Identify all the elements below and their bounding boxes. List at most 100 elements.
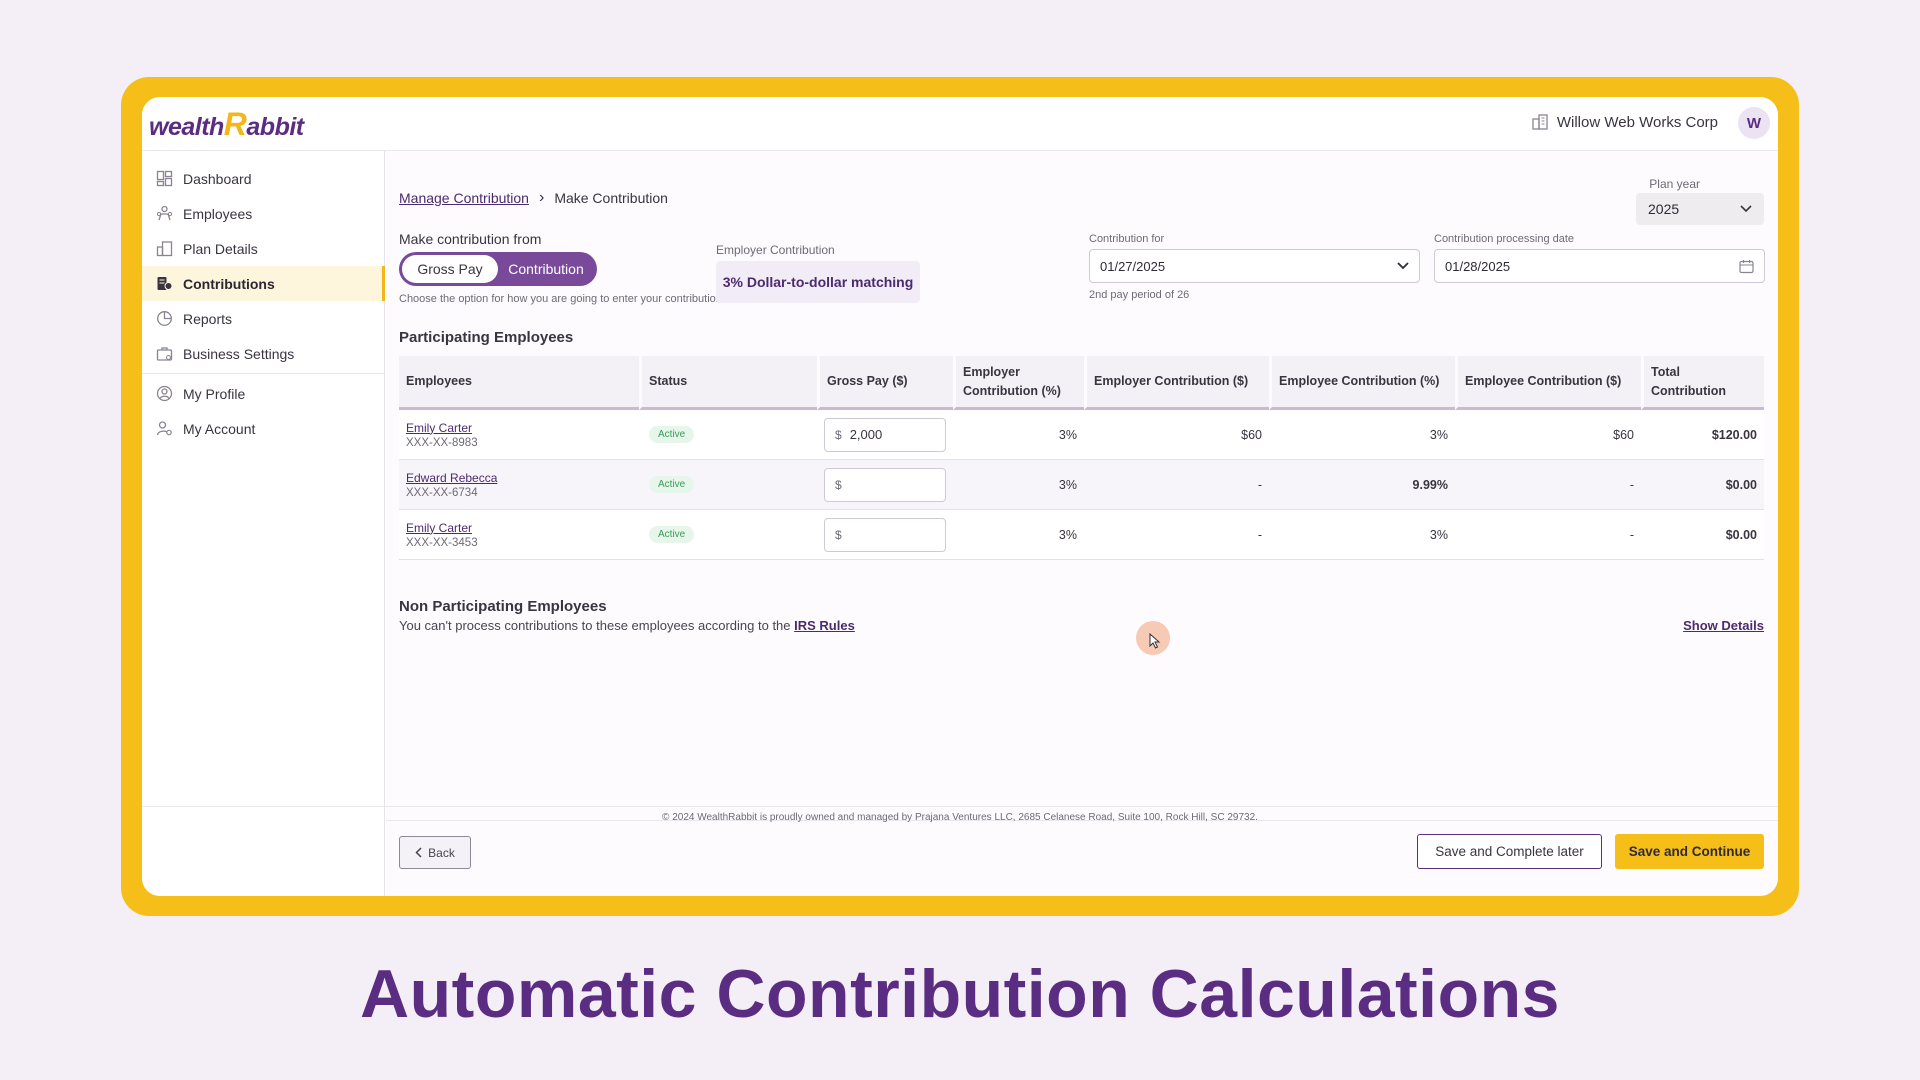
plan-year-select[interactable]: 2025 (1636, 193, 1764, 225)
total-contribution: $120.00 (1641, 410, 1764, 460)
chevron-down-icon (1397, 262, 1409, 270)
sidebar-item-dashboard[interactable]: Dashboard (142, 161, 384, 196)
status-badge: Active (649, 526, 695, 543)
action-bar-divider (386, 820, 1778, 821)
currency-symbol: $ (835, 477, 842, 492)
non-participating-text: You can't process contributions to these… (399, 618, 855, 633)
employee-pct: 3% (1269, 510, 1455, 560)
employee-name-link[interactable]: Emily Carter (406, 520, 473, 535)
sidebar-item-business-settings[interactable]: Business Settings (142, 336, 384, 371)
footer-divider (142, 806, 1778, 807)
company-selector[interactable]: Willow Web Works Corp (1531, 113, 1718, 131)
employer-amount: $60 (1084, 410, 1269, 460)
table-header-row: Employees Status Gross Pay ($) Employer … (399, 356, 1764, 410)
sidebar-item-reports[interactable]: Reports (142, 301, 384, 336)
headline-caption: Automatic Contribution Calculations (360, 956, 1560, 1032)
contribution-from-label: Make contribution from (399, 231, 542, 247)
employer-pct: 3% (953, 510, 1084, 560)
currency-symbol: $ (835, 427, 842, 442)
toggle-contribution[interactable]: Contribution (508, 261, 584, 277)
employee-pct: 9.99% (1269, 460, 1455, 510)
sidebar-item-my-account[interactable]: My Account (142, 411, 384, 446)
employer-contribution-value: 3% Dollar-to-dollar matching (716, 261, 920, 303)
show-details-link[interactable]: Show Details (1683, 618, 1764, 633)
chevron-right-icon: › (538, 189, 545, 206)
breadcrumb-current: Make Contribution (554, 190, 668, 206)
employer-amount: - (1084, 460, 1269, 510)
sidebar-item-label: Dashboard (183, 170, 252, 187)
sidebar-item-label: Plan Details (183, 240, 258, 257)
table-row: Emily Carter XXX-XX-3453 Active $ 3% - 3%… (399, 510, 1764, 560)
employee-name-link[interactable]: Edward Rebecca (406, 470, 498, 485)
sidebar-item-contributions[interactable]: Contributions (142, 266, 385, 301)
employee-name-link[interactable]: Emily Carter (406, 420, 473, 435)
business-settings-icon (156, 347, 173, 361)
breadcrumb-parent-link[interactable]: Manage Contribution (399, 190, 529, 206)
gross-pay-input[interactable]: $ (824, 517, 946, 552)
employee-pct: 3% (1269, 410, 1455, 460)
employee-ssn: XXX-XX-6734 (406, 486, 478, 499)
processing-date-input[interactable]: 01/28/2025 (1434, 249, 1765, 283)
sidebar-item-my-profile[interactable]: My Profile (142, 376, 384, 411)
employer-amount: - (1084, 510, 1269, 560)
column-header: Employer Contribution ($) (1084, 356, 1269, 410)
sidebar-item-plan-details[interactable]: Plan Details (142, 231, 384, 266)
contribution-source-toggle: Gross Pay Contribution (399, 252, 597, 286)
employer-contribution-label: Employer Contribution (716, 243, 835, 257)
copyright-text: © 2024 WealthRabbit is proudly owned and… (662, 812, 1258, 823)
employee-ssn: XXX-XX-8983 (406, 436, 478, 449)
app-window: wealthRabbit Willow Web Works Corp W Das… (142, 97, 1778, 896)
wealthrabbit-logo[interactable]: wealthRabbit (149, 106, 304, 142)
employee-amount: - (1455, 510, 1641, 560)
save-complete-later-button[interactable]: Save and Complete later (1417, 834, 1602, 869)
sidebar-item-label: My Account (183, 420, 256, 437)
column-header: Total Contribution (1641, 356, 1764, 410)
contribution-for-label: Contribution for (1089, 233, 1165, 245)
sidebar-item-label: My Profile (183, 385, 246, 402)
plan-details-icon (156, 241, 173, 257)
processing-date-value: 01/28/2025 (1445, 258, 1511, 274)
toggle-gross-pay[interactable]: Gross Pay (402, 255, 498, 283)
employer-pct: 3% (953, 460, 1084, 510)
back-label: Back (428, 845, 455, 860)
account-icon (156, 421, 172, 436)
save-continue-button[interactable]: Save and Continue (1615, 834, 1764, 869)
mouse-cursor (1136, 621, 1170, 655)
non-participating-title: Non Participating Employees (399, 598, 607, 615)
irs-rules-link[interactable]: IRS Rules (794, 618, 855, 633)
employee-amount: $60 (1455, 410, 1641, 460)
processing-date-label: Contribution processing date (1434, 233, 1575, 245)
sidebar-divider (142, 373, 384, 374)
column-header: Employee Contribution ($) (1455, 356, 1641, 410)
total-contribution: $0.00 (1641, 460, 1764, 510)
sidebar-item-label: Business Settings (183, 345, 295, 362)
status-badge: Active (649, 426, 695, 443)
main-content: Manage Contribution › Make Contribution … (386, 151, 1778, 896)
pay-period-hint: 2nd pay period of 26 (1089, 289, 1190, 301)
status-badge: Active (649, 476, 695, 493)
column-header: Gross Pay ($) (817, 356, 953, 410)
sidebar-item-employees[interactable]: Employees (142, 196, 384, 231)
gross-pay-input[interactable]: $2,000 (824, 417, 946, 452)
gross-pay-value: 2,000 (849, 427, 883, 442)
back-button[interactable]: Back (399, 836, 471, 869)
plan-year-label: Plan year (1649, 177, 1700, 191)
contribution-from-hint: Choose the option for how you are going … (399, 293, 725, 305)
reports-icon (157, 311, 172, 326)
user-avatar[interactable]: W (1738, 107, 1770, 139)
calendar-icon[interactable] (1739, 259, 1754, 274)
pointer-icon (1149, 633, 1161, 649)
breadcrumb: Manage Contribution › Make Contribution (399, 189, 668, 207)
contribution-for-select[interactable]: 01/27/2025 (1089, 249, 1420, 283)
company-name: Willow Web Works Corp (1556, 113, 1718, 131)
employees-icon (156, 205, 173, 221)
building-icon (1532, 114, 1548, 130)
contributions-icon (157, 277, 173, 290)
sidebar: Dashboard Employees Plan Details Contrib… (142, 151, 385, 896)
plan-year-value: 2025 (1648, 201, 1680, 217)
participating-employees-title: Participating Employees (399, 329, 574, 346)
participating-employees-table: Employees Status Gross Pay ($) Employer … (399, 356, 1764, 560)
sidebar-item-label: Reports (183, 310, 233, 327)
column-header: Employee Contribution (%) (1269, 356, 1455, 410)
gross-pay-input[interactable]: $ (824, 467, 946, 502)
